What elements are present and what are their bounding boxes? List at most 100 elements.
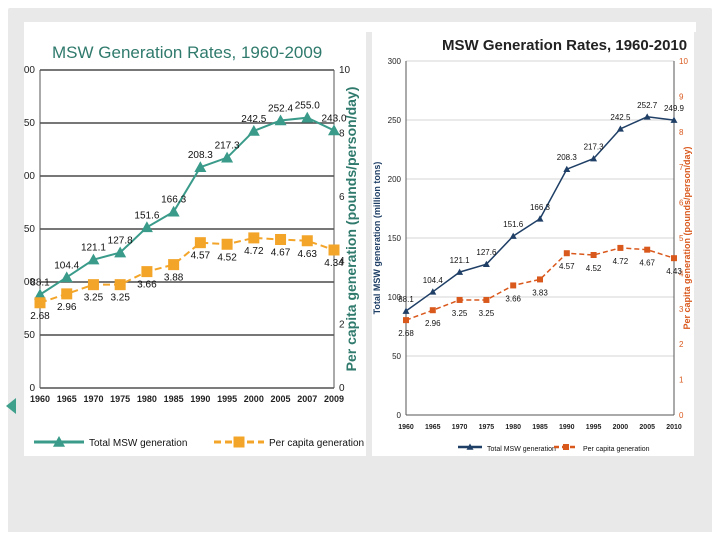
series-line <box>39 236 335 304</box>
data-point-total <box>616 125 624 132</box>
data-point-percapita <box>590 251 597 258</box>
data-label: 208.3 <box>188 150 213 161</box>
data-point-total <box>87 253 100 265</box>
data-point-percapita <box>429 307 436 314</box>
legend-label: Per capita generation <box>583 446 650 453</box>
y-tick-label: 100 <box>388 293 402 302</box>
y-tick-label: 300 <box>388 57 402 66</box>
data-point-percapita <box>671 255 677 262</box>
data-label: 2.96 <box>425 319 441 328</box>
data-label: 208.3 <box>557 153 578 162</box>
x-tick-label: 2010 <box>666 424 682 431</box>
data-label: 4.67 <box>271 247 291 258</box>
y-axis-title: Total MSW generation (million tons) <box>372 162 382 315</box>
x-tick-label: 1985 <box>532 424 548 431</box>
legend-label: Per capita generation <box>269 438 364 449</box>
data-label: 242.5 <box>610 113 631 122</box>
y2-tick-label: 1 <box>679 376 684 385</box>
data-label: 4.34 <box>324 258 344 269</box>
data-label: 88.1 <box>398 295 414 304</box>
y2-tick-label: 8 <box>679 128 684 137</box>
series-line <box>405 247 675 321</box>
left-chart-svg: MSW Generation Rates, 1960-2009050100150… <box>3 43 364 449</box>
data-point-percapita <box>456 296 463 303</box>
data-label: 3.66 <box>137 280 157 291</box>
x-tick-label: 1990 <box>190 394 210 404</box>
y-tick-label: 200 <box>24 171 35 182</box>
prev-slide-arrow-icon[interactable] <box>6 398 16 414</box>
chart-title: MSW Generation Rates, 1960-2010 <box>442 37 687 54</box>
x-tick-label: 1995 <box>217 394 237 404</box>
data-point-percapita <box>510 282 517 289</box>
y2-tick-label: 3 <box>679 305 684 314</box>
data-point-total <box>194 161 207 173</box>
x-tick-label: 1975 <box>479 424 495 431</box>
data-point-percapita <box>301 235 313 247</box>
data-label: 3.25 <box>84 293 104 304</box>
y-tick-label: 50 <box>24 330 35 341</box>
x-tick-label: 2007 <box>297 394 317 404</box>
data-label: 242.5 <box>241 114 266 125</box>
data-label: 252.4 <box>268 103 293 114</box>
data-point-total <box>590 155 598 162</box>
data-label: 3.66 <box>505 294 521 303</box>
data-point-percapita <box>275 233 287 245</box>
y2-axis-title: Per capita generation (pounds/person/day… <box>343 87 359 372</box>
x-tick-label: 1980 <box>137 394 157 404</box>
data-label: 2.68 <box>398 329 414 338</box>
data-label: 2.96 <box>57 302 77 313</box>
y-tick-label: 300 <box>24 65 35 76</box>
y-tick-label: 150 <box>24 224 35 235</box>
data-point-total <box>301 111 314 123</box>
y2-tick-label: 0 <box>339 383 345 394</box>
data-point-total <box>140 221 153 233</box>
data-point-percapita <box>34 297 46 309</box>
y2-tick-label: 2 <box>339 319 345 330</box>
data-point-total <box>429 288 437 295</box>
y2-tick-label: 10 <box>679 57 688 66</box>
data-label: 166.3 <box>161 195 186 206</box>
right-chart-svg: MSW Generation Rates, 1960-2010050100150… <box>372 37 692 453</box>
y2-tick-label: 5 <box>679 234 684 243</box>
data-label: 151.6 <box>503 220 524 229</box>
x-tick-label: 1965 <box>425 424 441 431</box>
data-point-total <box>402 307 410 314</box>
y-tick-label: 100 <box>24 277 35 288</box>
y2-tick-label: 2 <box>679 340 684 349</box>
data-label: 121.1 <box>81 243 106 254</box>
legend-label: Total MSW generation <box>487 446 556 453</box>
data-point-total <box>60 271 73 283</box>
series-line <box>39 116 335 296</box>
data-point-total <box>670 116 678 123</box>
data-label: 3.25 <box>479 309 495 318</box>
x-tick-label: 1995 <box>586 424 602 431</box>
data-point-total <box>509 232 517 239</box>
data-point-total <box>114 246 127 258</box>
x-tick-label: 2000 <box>244 394 264 404</box>
data-point-total <box>643 113 651 120</box>
data-label: 127.6 <box>476 248 497 257</box>
x-tick-label: 1985 <box>164 394 184 404</box>
x-tick-label: 2009 <box>324 394 344 404</box>
bottom-strip <box>8 456 712 532</box>
x-tick-label: 2005 <box>639 424 655 431</box>
data-label: 4.52 <box>217 252 237 263</box>
data-point-percapita <box>403 317 409 324</box>
data-label: 104.4 <box>54 260 79 271</box>
data-label: 88.1 <box>30 278 50 289</box>
y-tick-label: 50 <box>392 352 401 361</box>
data-label: 243.0 <box>321 113 346 124</box>
data-label: 104.4 <box>423 276 444 285</box>
data-point-percapita <box>168 259 180 271</box>
data-label: 4.63 <box>298 249 318 260</box>
data-point-total <box>328 124 340 136</box>
legend-marker <box>53 436 65 447</box>
data-point-percapita <box>221 238 233 250</box>
data-label: 4.67 <box>639 259 655 268</box>
y2-axis-title: Per capita generation (pounds/person/day… <box>682 146 692 329</box>
data-point-percapita <box>61 288 73 300</box>
data-point-total <box>247 124 260 136</box>
x-tick-label: 1965 <box>57 394 77 404</box>
data-point-total <box>274 114 287 126</box>
data-point-total <box>167 205 180 217</box>
